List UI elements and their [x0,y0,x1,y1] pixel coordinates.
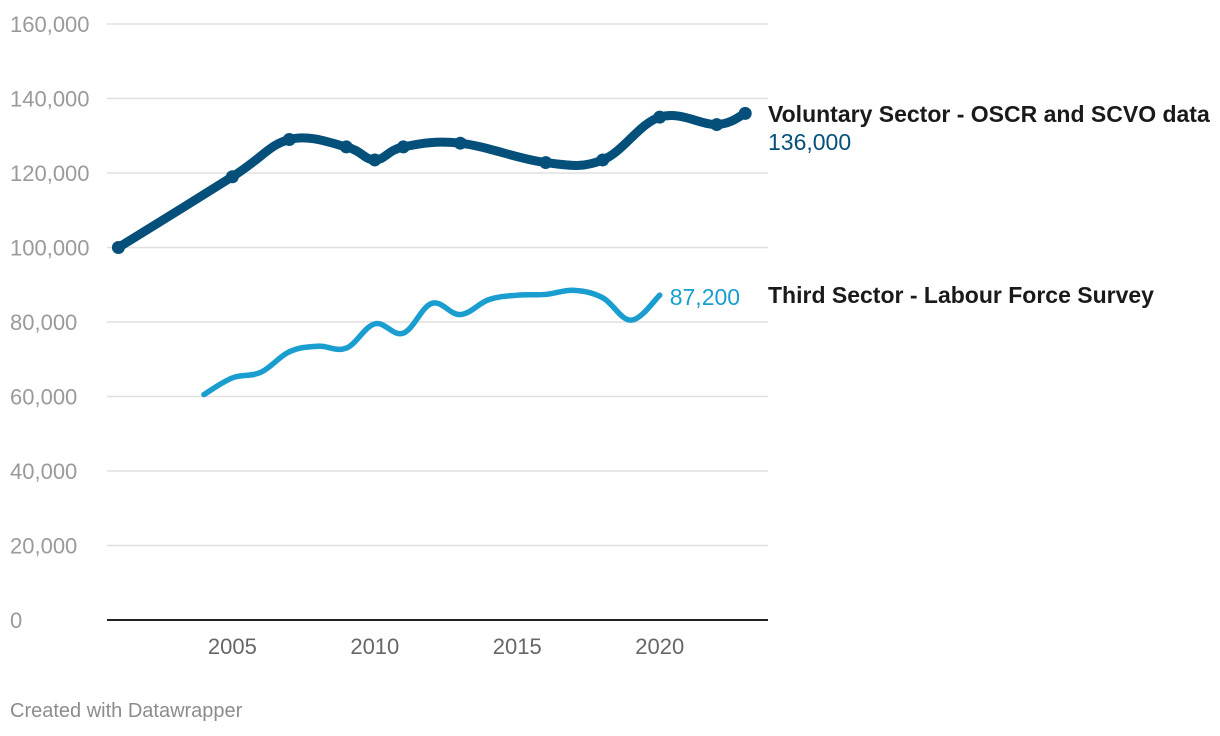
data-point [653,110,667,124]
x-tick-label: 2015 [493,634,542,659]
x-tick-label: 2005 [208,634,257,659]
x-tick-label: 2010 [350,634,399,659]
y-tick-label: 140,000 [10,87,90,112]
y-tick-label: 20,000 [10,534,77,559]
data-point [225,170,239,184]
y-tick-label: 60,000 [10,385,77,410]
series-labels: Voluntary Sector - OSCR and SCVO data136… [670,101,1210,310]
line-chart: 0 20,000 40,000 60,000 80,000 100,000 120,000 1… [10,12,1210,659]
data-point [738,106,752,120]
y-tick-label: 40,000 [10,459,77,484]
gridlines [107,23,768,621]
y-axis-ticks: 0 20,000 40,000 60,000 80,000 100,000 120,000 1… [10,12,90,633]
data-point [339,140,353,154]
y-tick-label: 120,000 [10,161,90,186]
y-tick-label: 0 [10,608,22,633]
data-point [111,241,125,254]
y-tick-label: 100,000 [10,236,90,261]
voluntary-sector-end-value: 136,000 [768,129,851,155]
y-tick-label: 80,000 [10,310,77,335]
third-sector-end-value: 87,200 [670,284,740,310]
data-point [710,118,724,132]
data-point [596,153,610,167]
data-point [453,136,467,150]
y-tick-label: 160,000 [10,12,90,37]
data-point [282,132,296,146]
x-tick-label: 2020 [635,634,684,659]
voluntary-sector-label: Voluntary Sector - OSCR and SCVO data [768,101,1210,127]
data-point [368,153,382,167]
credit-footer: Created with Datawrapper [10,700,243,722]
voluntary-sector-line [113,108,750,252]
x-axis-ticks: 2005 2010 2015 2020 [208,634,684,659]
data-point [396,140,410,154]
data-point [539,156,553,170]
third-sector-label: Third Sector - Labour Force Survey [768,282,1154,308]
series-lines [111,106,752,398]
third-sector-line [201,287,663,398]
